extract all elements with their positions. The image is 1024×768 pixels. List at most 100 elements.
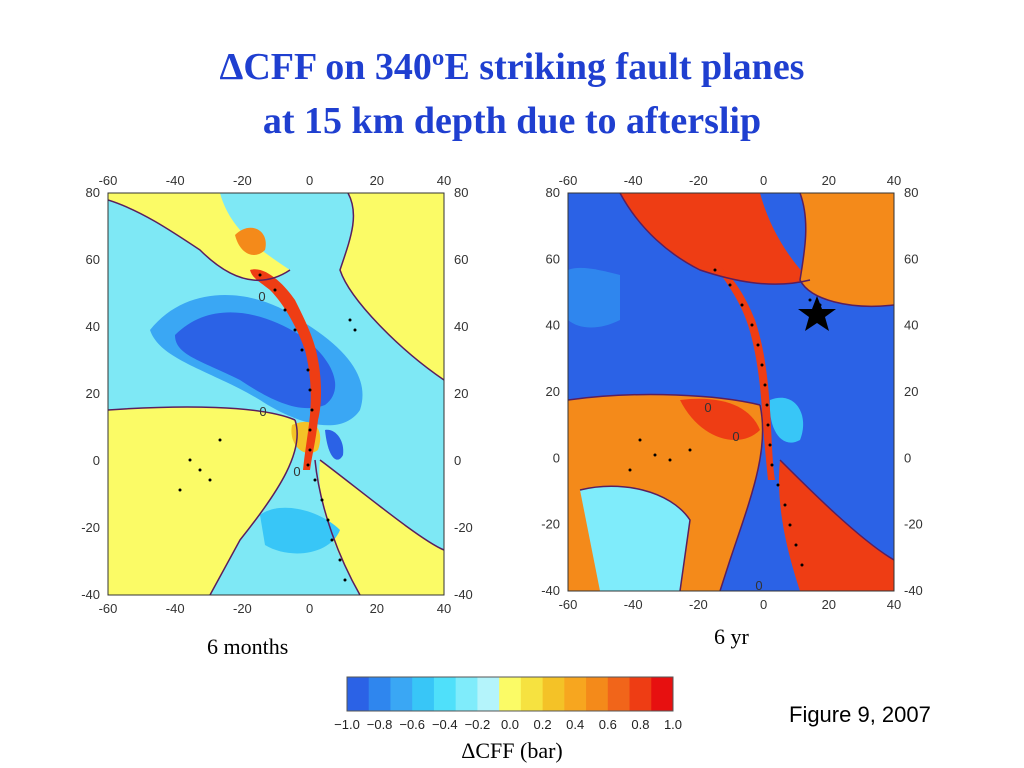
- panel-caption: 6 months: [207, 634, 289, 659]
- y-tick-label: -40: [904, 583, 923, 598]
- contour-label: 0: [258, 289, 265, 304]
- y-tick-label: 60: [454, 252, 468, 267]
- colorbar-swatch: [347, 677, 370, 711]
- colorbar-swatch: [564, 677, 587, 711]
- colorbar-frame: [346, 676, 674, 712]
- contour-label: 0: [732, 429, 739, 444]
- y-tick-label: -40: [541, 583, 560, 598]
- x-tick-label: 20: [370, 173, 384, 188]
- y-tick-label: -20: [454, 520, 473, 535]
- x-tick-label: 40: [887, 597, 901, 612]
- positive-lobe: [800, 193, 894, 307]
- colorbar-tick-label: 0.0: [501, 717, 519, 732]
- zero-contours: [568, 193, 894, 591]
- positive-lobe: [340, 193, 444, 380]
- colorbar-swatch: [586, 677, 609, 711]
- y-tick-label: 20: [546, 384, 560, 399]
- x-tick-label: -60: [559, 173, 578, 188]
- colorbar-swatch: [390, 677, 413, 711]
- x-tick-label: 20: [370, 601, 384, 616]
- positive-lobe: [680, 398, 760, 440]
- x-tick-label: 0: [760, 173, 767, 188]
- map-frame: [567, 192, 895, 592]
- seismicity-dots: [178, 273, 357, 582]
- y-tick-label: 40: [86, 319, 100, 334]
- colorbar-tick-label: 0.4: [566, 717, 584, 732]
- colorbar-swatch: [412, 677, 435, 711]
- figure-reference: Figure 9, 2007: [789, 702, 931, 727]
- y-tick-label: 20: [86, 386, 100, 401]
- y-tick-label: 60: [904, 251, 918, 266]
- colorbar-swatch: [368, 677, 391, 711]
- y-tick-label: 60: [86, 252, 100, 267]
- map-frame: [107, 192, 445, 596]
- colorbar-swatch: [499, 677, 522, 711]
- y-tick-label: 40: [904, 318, 918, 333]
- x-tick-label: 0: [306, 173, 313, 188]
- colorbar-tick-label: 0.2: [534, 717, 552, 732]
- contour-label: 0: [293, 464, 300, 479]
- negative-lobe: [260, 507, 340, 554]
- x-tick-label: -20: [233, 601, 252, 616]
- y-tick-label: 80: [904, 185, 918, 200]
- colorbar-tick-label: −0.8: [367, 717, 393, 732]
- contour-label: 0: [755, 578, 762, 593]
- colorbar-tick-label: −0.6: [399, 717, 425, 732]
- negative-lobe: [568, 267, 620, 328]
- positive-lobe: [108, 407, 298, 595]
- x-tick-label: -20: [689, 173, 708, 188]
- colorbar-swatch: [607, 677, 631, 711]
- x-tick-label: -40: [166, 601, 185, 616]
- negative-lobe: [580, 486, 690, 591]
- x-tick-label: 20: [822, 597, 836, 612]
- y-tick-label: 20: [454, 386, 468, 401]
- x-tick-label: -60: [99, 601, 118, 616]
- y-tick-label: 80: [86, 185, 100, 200]
- x-tick-label: 20: [822, 173, 836, 188]
- colorbar-swatch: [629, 677, 652, 711]
- x-tick-label: 40: [887, 173, 901, 188]
- x-tick-label: 0: [760, 597, 767, 612]
- colorbar-swatch: [477, 677, 500, 711]
- y-tick-label: 0: [553, 450, 560, 465]
- colorbar-tick-label: 1.0: [664, 717, 682, 732]
- x-tick-label: 0: [306, 601, 313, 616]
- colorbar-tick-label: −0.4: [432, 717, 458, 732]
- negative-lobe: [325, 429, 344, 460]
- colorbar-swatch: [433, 677, 457, 711]
- panel-caption: 6 yr: [714, 624, 749, 649]
- y-tick-label: -20: [81, 520, 100, 535]
- y-tick-label: 40: [454, 319, 468, 334]
- colorbar-tick-label: −0.2: [465, 717, 491, 732]
- colorbar-swatch: [651, 677, 674, 711]
- contour-label: 0: [704, 400, 711, 415]
- y-tick-label: -20: [904, 517, 923, 532]
- x-tick-label: -40: [624, 173, 643, 188]
- star-icon: [798, 296, 836, 331]
- y-tick-label: -20: [541, 517, 560, 532]
- negative-lobe: [769, 397, 804, 443]
- y-tick-label: 0: [904, 450, 911, 465]
- y-tick-label: -40: [454, 587, 473, 602]
- positive-lobe: [779, 460, 894, 591]
- colorbar-tick-label: 0.6: [599, 717, 617, 732]
- colorbar-tick-label: 0.8: [631, 717, 649, 732]
- negative-lobe: [175, 312, 336, 409]
- positive-lobe: [319, 460, 444, 595]
- y-tick-label: 20: [904, 384, 918, 399]
- colorbar: −1.0 −0.8 −0.6 −0.4 −0.2 0.0 0.2 0.4 0.6 0.8 1.0: [334, 676, 682, 732]
- colorbar-swatch: [520, 677, 544, 711]
- colorbar-swatch: [455, 677, 478, 711]
- x-tick-label: -60: [559, 597, 578, 612]
- colorbar-tick-label: −1.0: [334, 717, 360, 732]
- positive-lobe: [108, 193, 290, 281]
- y-tick-label: 60: [546, 251, 560, 266]
- y-tick-label: -40: [81, 587, 100, 602]
- seismicity-dots: [628, 268, 822, 567]
- positive-lobe: [235, 227, 266, 255]
- fault-slip-zone: [250, 269, 321, 470]
- y-tick-label: 0: [454, 453, 461, 468]
